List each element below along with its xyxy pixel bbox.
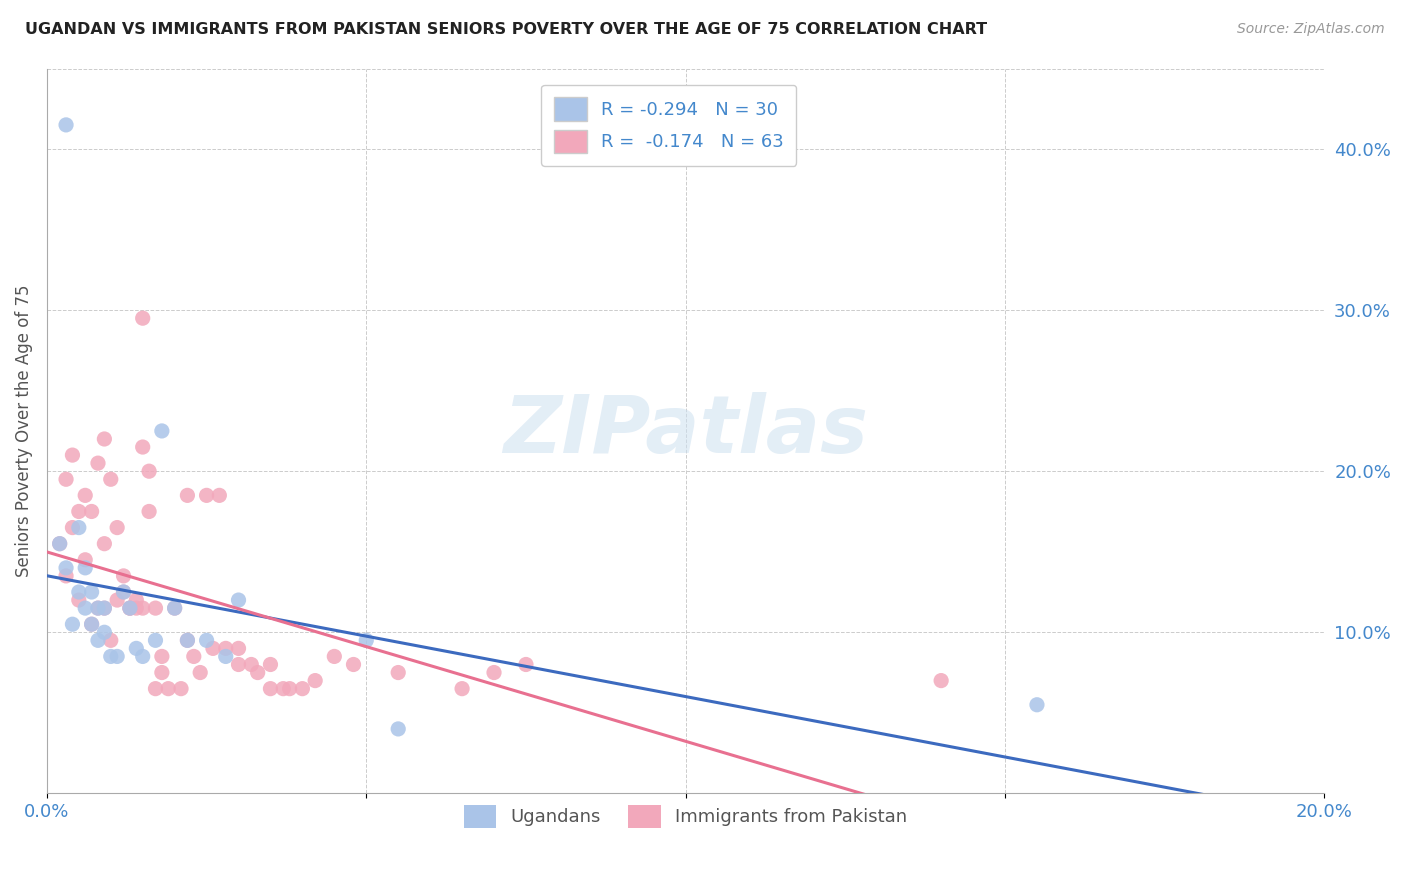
Point [131, 311, 153, 326]
Point [125, 641, 148, 656]
Point [208, 488, 231, 502]
Point [112, 585, 135, 599]
Point [215, 649, 238, 664]
Point [87, 456, 110, 470]
Point [188, 665, 211, 680]
Point [55, 472, 77, 486]
Point [87, 601, 110, 615]
Point [93, 432, 115, 446]
Point [228, 641, 250, 656]
Point [93, 601, 115, 615]
Point [150, 424, 173, 438]
Point [55, 569, 77, 583]
Point [515, 657, 537, 672]
Point [195, 488, 218, 502]
Point [482, 665, 505, 680]
Text: UGANDAN VS IMMIGRANTS FROM PAKISTAN SENIORS POVERTY OVER THE AGE OF 75 CORRELATI: UGANDAN VS IMMIGRANTS FROM PAKISTAN SENI… [25, 22, 987, 37]
Point [80, 617, 103, 632]
Point [118, 601, 141, 615]
Point [75, 561, 97, 575]
Point [118, 601, 141, 615]
Point [195, 633, 218, 648]
Point [201, 641, 224, 656]
Point [62, 448, 84, 462]
Point [170, 681, 193, 696]
Point [387, 722, 409, 736]
Point [131, 649, 153, 664]
Y-axis label: Seniors Poverty Over the Age of 75: Seniors Poverty Over the Age of 75 [15, 285, 32, 577]
Point [259, 681, 281, 696]
Text: ZIPatlas: ZIPatlas [503, 392, 868, 470]
Point [240, 657, 263, 672]
Point [112, 585, 135, 599]
Point [1026, 698, 1049, 712]
Point [291, 681, 314, 696]
Point [145, 633, 167, 648]
Point [145, 681, 167, 696]
Point [451, 681, 474, 696]
Point [100, 649, 122, 664]
Point [67, 585, 90, 599]
Point [80, 617, 103, 632]
Point [100, 472, 122, 486]
Point [55, 118, 77, 132]
Point [323, 649, 346, 664]
Point [112, 569, 135, 583]
Point [929, 673, 952, 688]
Point [176, 633, 198, 648]
Point [75, 601, 97, 615]
Point [93, 537, 115, 551]
Legend: Ugandans, Immigrants from Pakistan: Ugandans, Immigrants from Pakistan [457, 797, 915, 835]
Point [356, 633, 378, 648]
Point [48, 537, 70, 551]
Point [67, 520, 90, 534]
Point [93, 625, 115, 640]
Point [105, 593, 128, 607]
Point [228, 657, 250, 672]
Point [67, 593, 90, 607]
Point [105, 649, 128, 664]
Point [304, 673, 326, 688]
Point [176, 633, 198, 648]
Point [342, 657, 364, 672]
Point [138, 464, 160, 478]
Point [80, 585, 103, 599]
Point [163, 601, 186, 615]
Point [131, 601, 153, 615]
Point [278, 681, 301, 696]
Point [271, 681, 294, 696]
Point [246, 665, 269, 680]
Point [131, 440, 153, 454]
Point [55, 561, 77, 575]
Point [48, 537, 70, 551]
Point [118, 601, 141, 615]
Point [150, 649, 173, 664]
Point [157, 681, 180, 696]
Point [62, 520, 84, 534]
Point [87, 601, 110, 615]
Point [215, 641, 238, 656]
Point [150, 665, 173, 680]
Point [62, 617, 84, 632]
Point [138, 504, 160, 518]
Point [183, 649, 205, 664]
Point [93, 601, 115, 615]
Point [125, 601, 148, 615]
Point [125, 593, 148, 607]
Point [100, 633, 122, 648]
Point [163, 601, 186, 615]
Point [228, 593, 250, 607]
Point [75, 488, 97, 502]
Point [75, 553, 97, 567]
Point [87, 633, 110, 648]
Point [67, 504, 90, 518]
Point [80, 504, 103, 518]
Point [387, 665, 409, 680]
Point [259, 657, 281, 672]
Point [105, 520, 128, 534]
Text: Source: ZipAtlas.com: Source: ZipAtlas.com [1237, 22, 1385, 37]
Point [145, 601, 167, 615]
Point [176, 488, 198, 502]
